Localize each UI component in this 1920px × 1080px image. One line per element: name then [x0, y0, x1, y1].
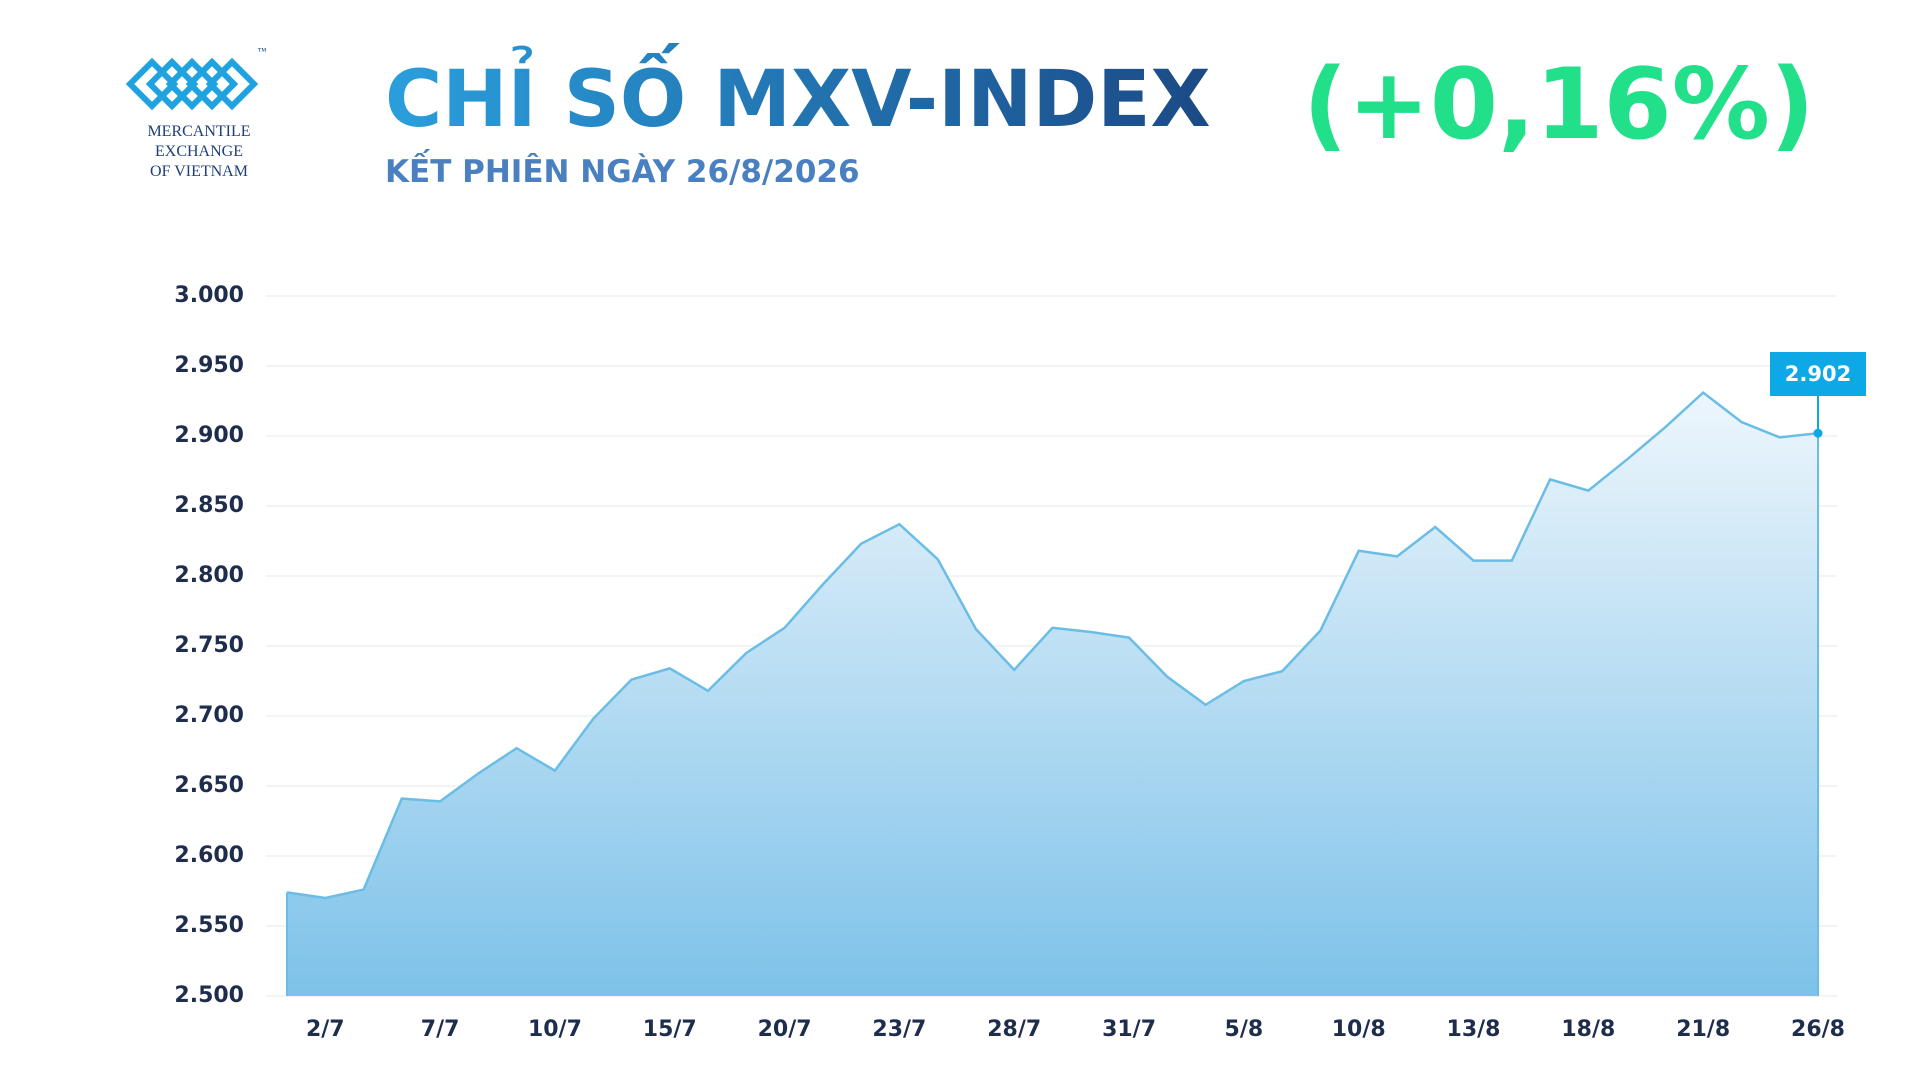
y-tick-label: 2.750	[174, 633, 244, 658]
logo-text: MERCANTILE	[147, 123, 250, 140]
chart-title: CHỈ SỐ MXV-INDEX	[385, 43, 1211, 145]
change: (+0,16%)	[1303, 48, 1815, 162]
y-tick-label: 2.950	[174, 353, 244, 378]
x-tick-label: 23/7	[872, 1017, 926, 1042]
logo-icon	[125, 57, 259, 111]
x-tick-label: 10/7	[528, 1017, 582, 1042]
x-tick-label: 10/8	[1332, 1017, 1386, 1042]
x-tick-label: 13/8	[1447, 1017, 1501, 1042]
x-tick-label: 31/7	[1102, 1017, 1156, 1042]
point	[1813, 428, 1823, 438]
logo-text: EXCHANGE	[155, 143, 243, 160]
y-tick-label: 2.900	[174, 423, 244, 448]
plot: 2.500 2.550 2.600 2.650 2.700 2.750 2.800 2.850…	[174, 283, 1866, 1042]
logo-text: OF VIETNAM	[150, 163, 248, 180]
y-tick-label: 2.600	[174, 843, 244, 868]
logo-tm: ™	[258, 46, 267, 56]
label-box	[1770, 352, 1866, 396]
y-tick-label: 2.700	[174, 703, 244, 728]
y-tick-label: 3.000	[174, 283, 244, 308]
line	[286, 390, 1819, 900]
value-label: 2.902	[1785, 362, 1851, 386]
x-tick-label: 21/8	[1676, 1017, 1730, 1042]
x-tick-label: 18/8	[1561, 1017, 1615, 1042]
subtitle: KẾT PHIÊN NGÀY 26/8/2026	[385, 150, 860, 190]
y-tick-label: 2.550	[174, 913, 244, 938]
logo: ™ MERCANTILE EXCHANGE OF VIETNAM	[125, 46, 267, 180]
x-tick-label: 26/8	[1791, 1017, 1845, 1042]
x-tick-label: 7/7	[421, 1017, 460, 1042]
y-tick-label: 2.650	[174, 773, 244, 798]
x-tick-label: 15/7	[643, 1017, 697, 1042]
x-tick-label: 2/7	[306, 1017, 345, 1042]
x-tick-label: 20/7	[758, 1017, 812, 1042]
y-tick-label: 2.800	[174, 563, 244, 588]
y-tick-label: 2.500	[174, 983, 244, 1008]
area	[287, 392, 1818, 997]
y-tick-label: 2.850	[174, 493, 244, 518]
x-tick-label: 5/8	[1225, 1017, 1264, 1042]
x-tick-label: 28/7	[987, 1017, 1041, 1042]
